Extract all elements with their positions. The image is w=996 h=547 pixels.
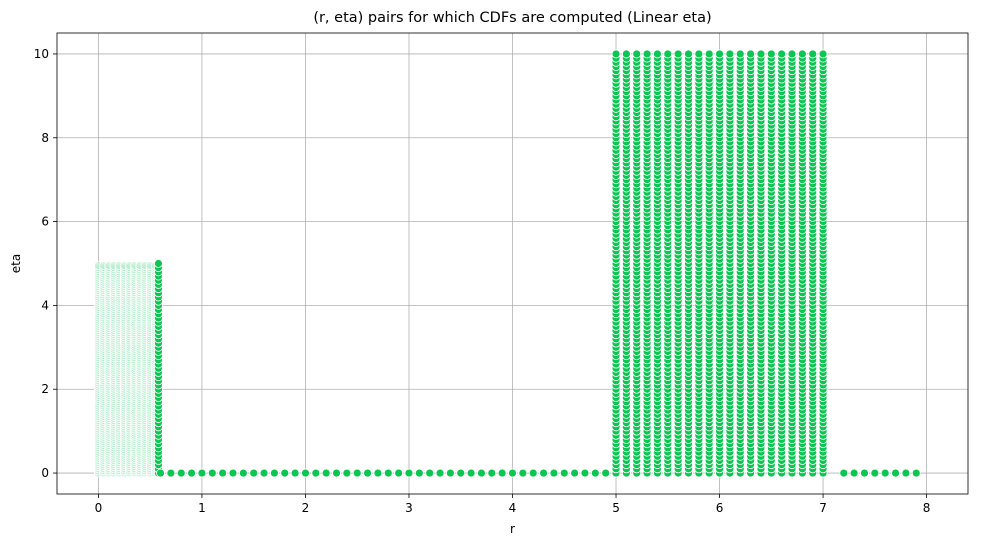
data-point: [870, 468, 880, 478]
data-point: [559, 468, 569, 478]
data-point: [445, 468, 455, 478]
data-point: [725, 49, 735, 59]
data-point: [477, 468, 486, 478]
data-point: [280, 468, 290, 478]
data-point: [156, 468, 165, 478]
data-point: [808, 49, 818, 59]
data-point: [497, 468, 507, 478]
x-axis-label: r: [510, 522, 515, 536]
x-tick-label: 8: [923, 501, 931, 515]
data-point: [684, 49, 693, 59]
data-point: [746, 49, 756, 59]
y-tick-label: 0: [41, 466, 49, 480]
data-point: [839, 468, 849, 478]
y-tick-label: 8: [41, 131, 49, 145]
y-axis-ticks: 0 2 4 6 8 10: [34, 47, 57, 480]
data-point: [715, 49, 724, 59]
data-point: [528, 468, 538, 478]
data-point: [673, 49, 683, 59]
data-point: [901, 468, 911, 478]
data-point: [342, 468, 352, 478]
data-point: [228, 468, 238, 478]
data-point: [321, 468, 331, 478]
data-point: [611, 49, 621, 59]
data-point: [694, 49, 704, 59]
x-tick-label: 4: [509, 501, 517, 515]
data-point: [777, 49, 787, 59]
data-point: [704, 49, 714, 59]
data-point: [621, 49, 631, 59]
data-point: [549, 468, 559, 478]
data-point: [518, 468, 528, 478]
data-point: [269, 468, 279, 478]
data-point: [797, 49, 807, 59]
data-point: [176, 468, 186, 478]
data-point: [394, 468, 404, 478]
data-points: [94, 49, 921, 478]
data-point: [466, 468, 476, 478]
data-point: [570, 468, 580, 478]
data-point: [653, 49, 662, 59]
y-tick-label: 2: [41, 382, 49, 396]
data-point: [787, 49, 797, 59]
data-point: [249, 468, 259, 478]
x-tick-label: 7: [819, 501, 827, 515]
data-point: [849, 468, 859, 478]
x-tick-label: 3: [405, 501, 413, 515]
data-point: [187, 468, 196, 478]
data-point: [632, 49, 642, 59]
data-point: [290, 468, 300, 478]
data-point: [301, 468, 310, 478]
data-point: [601, 468, 611, 478]
x-tick-label: 2: [302, 501, 310, 515]
x-tick-label: 5: [612, 501, 620, 515]
x-tick-label: 0: [95, 501, 103, 515]
data-point: [756, 49, 766, 59]
data-point: [404, 468, 414, 478]
data-point: [352, 468, 362, 478]
data-point: [642, 49, 652, 59]
y-tick-label: 6: [41, 215, 49, 229]
data-point: [435, 468, 445, 478]
x-tick-label: 6: [716, 501, 724, 515]
data-point: [860, 468, 869, 478]
data-point: [414, 468, 424, 478]
data-point: [383, 468, 393, 478]
data-point: [218, 468, 228, 478]
data-point: [539, 468, 548, 478]
data-point: [154, 259, 163, 268]
data-point: [197, 468, 207, 478]
data-point: [425, 468, 435, 478]
data-point: [363, 468, 372, 478]
data-point: [663, 49, 673, 59]
data-point: [590, 468, 600, 478]
data-point: [766, 49, 776, 59]
data-point: [911, 468, 921, 478]
data-point: [580, 468, 590, 478]
data-point: [207, 468, 217, 478]
data-point: [259, 468, 269, 478]
data-point: [373, 468, 383, 478]
data-point: [238, 468, 248, 478]
x-tick-label: 1: [198, 501, 206, 515]
data-point: [880, 468, 890, 478]
x-axis-ticks: 0 1 2 3 4 5 6 7 8: [95, 494, 931, 515]
chart-title: (r, eta) pairs for which CDFs are comput…: [313, 10, 711, 26]
data-point: [332, 468, 341, 478]
data-point: [311, 468, 321, 478]
data-point: [166, 468, 176, 478]
data-point: [891, 468, 900, 478]
y-axis-label: eta: [9, 254, 23, 273]
data-point: [456, 468, 466, 478]
data-point: [818, 49, 828, 59]
y-tick-label: 10: [34, 47, 49, 61]
data-point: [735, 49, 745, 59]
data-point: [508, 468, 517, 478]
data-point: [487, 468, 497, 478]
y-tick-label: 4: [41, 298, 49, 312]
